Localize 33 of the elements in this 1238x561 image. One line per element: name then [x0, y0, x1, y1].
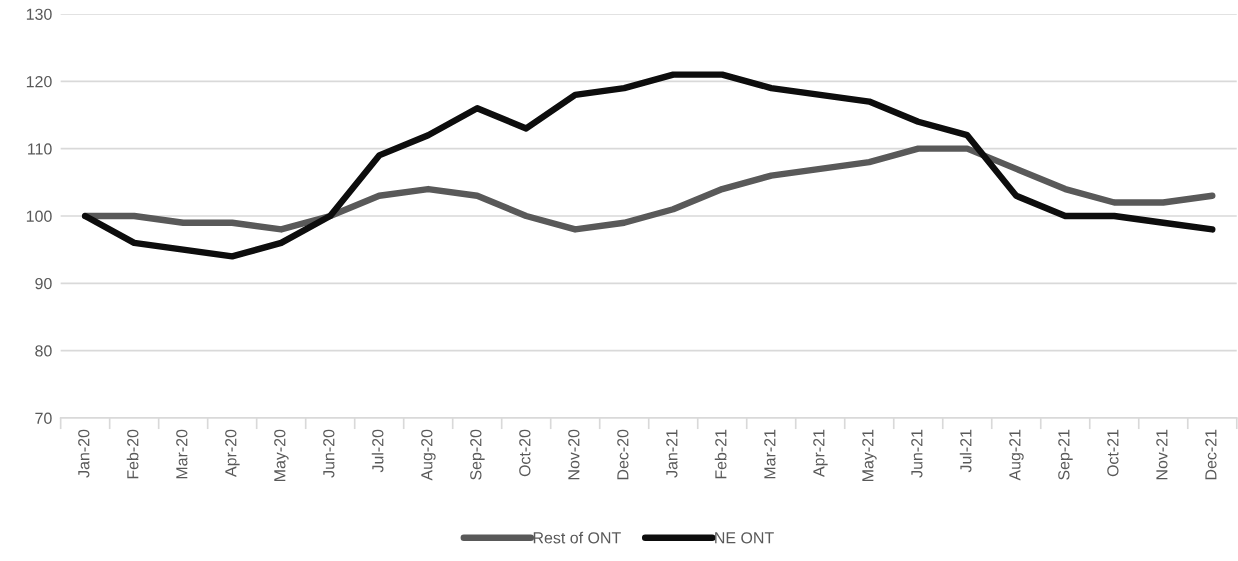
x-tick-label: Mar-21: [764, 429, 776, 479]
x-tick-label: Sep-20: [470, 429, 485, 480]
y-tick-label: 90: [35, 277, 52, 290]
y-tick-label: 80: [35, 345, 52, 357]
y-tick-label: 100: [26, 210, 52, 222]
x-tick-label: Feb-21: [714, 429, 727, 479]
x-tick-label: Dec-20: [617, 429, 629, 480]
x-tick-label: Sep-21: [1058, 429, 1073, 480]
x-tick-label: Jun-20: [323, 429, 335, 478]
x-tick-label: Nov-20: [568, 429, 580, 480]
x-tick-label: Jan-20: [78, 429, 90, 478]
x-tick-label: Jan-21: [666, 429, 678, 478]
x-tick-label: Jun-21: [911, 429, 923, 478]
x-tick-label: Nov-21: [1156, 429, 1168, 480]
x-tick-label: Mar-20: [176, 429, 188, 479]
x-tick-label: Jul-21: [959, 429, 972, 473]
y-tick-label: 120: [26, 75, 52, 88]
legend-label: Rest of ONT: [533, 531, 621, 544]
x-tick-label: May-20: [274, 429, 289, 481]
x-tick-label: Aug-21: [1009, 429, 1024, 481]
x-tick-label: Feb-20: [126, 429, 139, 479]
x-tick-label: Apr-21: [813, 429, 828, 477]
y-tick-label: 130: [26, 8, 52, 20]
x-tick-label: May-21: [862, 429, 877, 481]
x-tick-label: Oct-21: [1107, 429, 1119, 477]
x-tick-label: Dec-21: [1205, 429, 1217, 480]
y-tick-label: 110: [28, 143, 52, 155]
x-tick-label: Jul-20: [371, 429, 384, 473]
x-tick-label: Aug-20: [421, 429, 436, 481]
x-tick-label: Oct-20: [519, 429, 531, 477]
x-tick-label: Apr-20: [225, 429, 240, 477]
y-tick-label: 70: [35, 412, 52, 424]
legend-label: NE ONT: [715, 532, 774, 544]
